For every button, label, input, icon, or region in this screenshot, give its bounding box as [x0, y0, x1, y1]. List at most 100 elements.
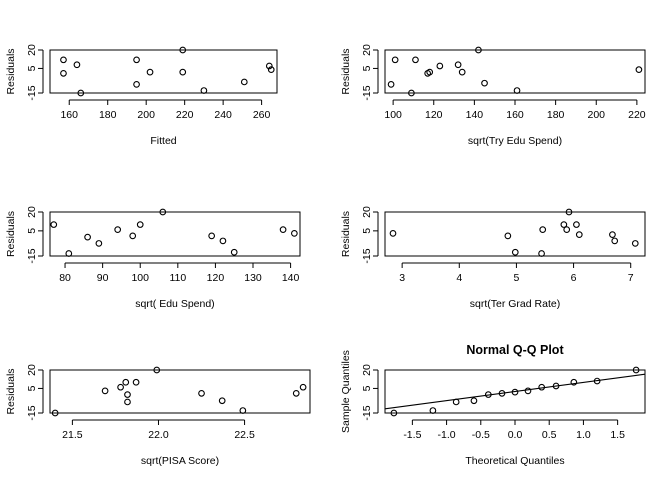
panel-1-x-tick-label: 180: [99, 109, 117, 121]
panel-6-x-tick-label: 0.0: [508, 429, 523, 441]
panel-2-data-point: [635, 66, 643, 74]
panel-1-y-tick-label: 20: [26, 44, 38, 56]
panel-1-plot-frame: [49, 49, 278, 94]
panel-2-x-tick-label: 120: [425, 109, 443, 121]
panel-1-x-tick-label: 220: [176, 109, 194, 121]
panel-3-y-tick-label: 20: [26, 206, 38, 218]
panel-6-x-tick-label: -1.5: [403, 429, 421, 441]
panel-4-x-tick-label: 6: [571, 272, 577, 284]
panel-4-data-point: [389, 230, 397, 237]
panel-6-data-point: [552, 382, 560, 390]
panel-1-y-tick-label: 5: [26, 65, 38, 71]
panel-2-x-tick-label: 180: [547, 109, 565, 121]
panel-1-x-tick-label: 260: [253, 109, 271, 121]
panel-5-data-point: [292, 389, 300, 397]
panel-5-x-tick-label: 21.5: [62, 429, 83, 441]
panel-3-x-tick-label: 140: [282, 272, 300, 284]
panel-3-data-point: [129, 232, 137, 240]
panel-5-plot-frame: [49, 369, 311, 414]
panel-4-y-tick-label: 20: [361, 206, 373, 218]
panel-6-x-tick-label: 0.5: [542, 429, 557, 441]
panel-3-data-point: [65, 250, 73, 257]
panel-2-data-point: [436, 62, 444, 70]
panel-3-data-point: [136, 221, 144, 228]
panel-3-data-point: [208, 232, 216, 240]
panel-1-data-point: [179, 68, 187, 76]
panel-2-y-tick-label: 20: [361, 44, 373, 56]
panel-5-data-point: [101, 387, 109, 395]
panel-2-y-tick-label: -15: [361, 85, 373, 100]
panel-1-y-tick-label: -15: [26, 85, 38, 100]
panel-1-x-tick-label: 240: [214, 109, 232, 121]
panel-2-data-point: [458, 68, 466, 76]
panel-4-y-tick-label: -15: [361, 248, 373, 263]
panel-3-x-tick-label: 90: [97, 272, 109, 284]
panel-1-data-point: [240, 78, 248, 86]
panel-3-data-point: [219, 237, 227, 245]
panel-4-x-tick-label: 3: [399, 272, 405, 284]
panel-1-data-point: [267, 66, 275, 74]
panel-5-data-point: [299, 383, 307, 391]
panel-2-data-point: [391, 56, 399, 64]
panel-4-data-point: [560, 221, 568, 228]
panel-2-y-axis-title: Residuals: [340, 48, 352, 94]
panel-1-data-point: [133, 81, 140, 88]
panel-4-data-point: [573, 221, 580, 228]
panel-1-x-tick-label: 160: [60, 109, 78, 121]
panel-5-data-point: [153, 366, 161, 374]
panel-3-data-point: [50, 221, 58, 228]
panel-1-data-point: [73, 61, 81, 69]
panel-2-data-point: [454, 61, 462, 69]
panel-6-data-point: [429, 407, 437, 414]
panel-5-y-axis-title: Residuals: [5, 368, 17, 414]
panel-3-plot-frame: [49, 211, 301, 257]
panel-2-data-point: [513, 87, 521, 94]
panel-6-data-point: [484, 391, 492, 398]
panel-5-sqrt-pisa-score: 21.5 22.0 22.5 -15 5 20 sqrt(PISA Score) Residu…: [5, 364, 311, 467]
panel-3-x-tick-label: 130: [244, 272, 262, 284]
panel-1-data-point: [179, 46, 187, 54]
panel-4-data-point: [565, 208, 573, 216]
panel-6-data-point: [538, 383, 546, 391]
panel-6-x-tick-label: 1.0: [576, 429, 591, 441]
panel-4-x-axis-title: sqrt(Ter Grad Rate): [470, 298, 560, 310]
panel-3-y-tick-label: -15: [26, 248, 38, 263]
panel-3-y-axis-title: Residuals: [5, 211, 17, 257]
panel-6-qq-reference-line: [385, 373, 645, 410]
panel-3-sqrt-edu-spend: 80 90 100 110 120 130 140 -15 5 20 sqrt( Edu Spend…: [5, 206, 301, 310]
panel-6-y-axis-title: Sample Quantiles: [340, 350, 352, 433]
panel-2-x-tick-label: 200: [587, 109, 605, 121]
panel-2-data-point: [475, 46, 482, 54]
panel-6-theoretical-quantiles: -1.5 -1.0 -0.5 0.0 0.5 1.0 1.5 -15 5 20 Theoretica…: [340, 343, 646, 467]
panel-2-x-tick-label: 140: [466, 109, 484, 121]
panel-1-data-point: [77, 89, 85, 97]
panel-3-x-tick-label: 110: [169, 272, 186, 284]
panel-4-y-axis-title: Residuals: [340, 211, 352, 257]
panel-2-data-point: [426, 68, 434, 76]
panel-2-data-point: [408, 89, 415, 97]
panel-1-y-axis-title: Residuals: [5, 48, 17, 94]
panel-4-data-point: [511, 248, 519, 256]
panel-5-x-axis-title: sqrt(PISA Score): [141, 455, 219, 467]
panel-5-data-point: [198, 389, 205, 397]
panel-1-data-point: [60, 69, 67, 77]
panel-6-data-point: [470, 397, 478, 405]
panel-2-data-point: [481, 79, 488, 87]
panel-3-x-tick-label: 120: [207, 272, 225, 284]
panel-3-data-point: [279, 226, 287, 233]
panel-1-x-axis-title: Fitted: [150, 135, 176, 147]
panel-1-x-tick-label: 200: [137, 109, 155, 121]
panel-3-data-point: [84, 233, 91, 241]
panel-6-plot-title: Normal Q-Q Plot: [466, 343, 564, 357]
panel-6-data-point: [524, 387, 532, 395]
panel-6-x-axis-title: Theoretical Quantiles: [465, 455, 564, 467]
panel-5-data-point: [122, 378, 130, 386]
panel-4-data-point: [575, 231, 583, 238]
panel-1-data-point: [60, 56, 67, 64]
panel-5-data-point: [124, 398, 131, 406]
panel-4-data-point: [631, 240, 639, 247]
panel-2-data-point: [412, 56, 419, 64]
panel-4-y-tick-label: 5: [361, 228, 373, 234]
panel-2-y-tick-label: 5: [361, 65, 373, 71]
